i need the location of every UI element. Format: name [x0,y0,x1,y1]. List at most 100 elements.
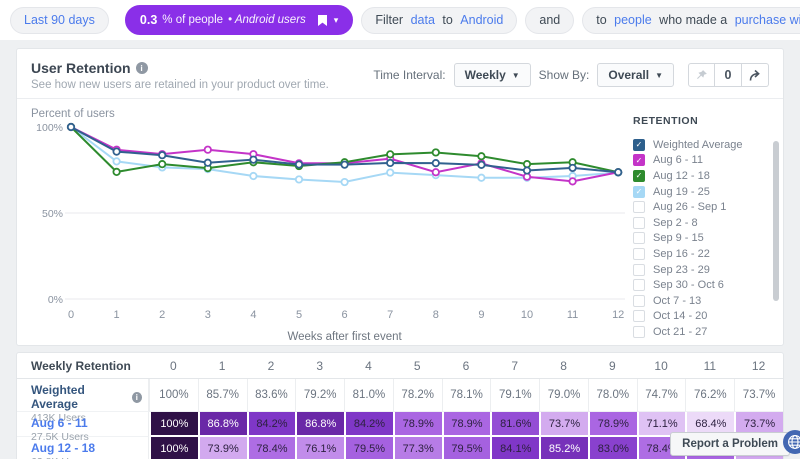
legend-item-label: Oct 14 - 20 [653,310,708,323]
retention-cell: 81.6% [490,412,540,437]
legend-item-3[interactable]: ✓ Aug 19 - 25 [633,184,783,200]
row-label[interactable]: Weighted Average i [31,383,142,411]
legend-item-label: Sep 9 - 15 [653,232,704,245]
legend-checkbox[interactable] [633,247,645,260]
chevron-down-icon: ▼ [655,70,663,80]
retention-cell: 73.7% [539,412,588,437]
chevron-down-icon: ▼ [511,70,520,80]
retention-cell: 83.0% [587,437,637,459]
filter-pill[interactable]: Filter data to Android [361,6,518,34]
retention-table-card: Weekly Retention 0 1 2 3 4 5 6 7 8 9 10 11 12 Weighted… [16,352,784,459]
x-tick-label: 12 [612,309,624,321]
retention-cell: 78.2% [392,379,442,412]
row-sublabel: 63.8K Users [31,456,142,459]
time-interval-select[interactable]: Weekly ▼ [453,63,531,87]
data-point [568,163,577,173]
legend-checkbox[interactable]: ✓ [633,138,645,151]
row-label[interactable]: Aug 12 - 18 [31,441,142,455]
pin-button[interactable] [688,63,715,87]
legend-checkbox[interactable] [633,310,645,323]
legend-checkbox[interactable] [633,232,645,245]
row-label[interactable]: Aug 6 - 11 [31,416,142,430]
data-point [294,175,304,184]
date-range-button[interactable]: Last 90 days [10,6,109,34]
data-point [477,173,486,182]
legend-item-6[interactable]: Sep 9 - 15 [633,231,783,247]
legend-checkbox[interactable] [633,294,645,307]
legend-item-12[interactable]: Oct 21 - 27 [633,324,783,340]
retention-cell: 85.7% [197,379,247,412]
x-tick-label: 1 [114,309,120,321]
table-row-label-cell: Aug 6 - 11 27.5K Users [17,412,149,443]
x-tick-label: 5 [296,309,302,321]
retention-panel: User Retention i See how new users are r… [16,48,784,346]
data-point [431,148,440,157]
row-info-icon[interactable]: i [131,391,142,403]
legend-checkbox[interactable] [633,279,645,292]
share-button[interactable] [742,63,769,87]
column-header: 3 [316,359,324,373]
data-point [568,177,577,186]
legend-item-5[interactable]: Sep 2 - 8 [633,215,783,231]
show-by-select[interactable]: Overall ▼ [597,63,674,87]
legend-item-label: Aug 12 - 18 [653,169,710,182]
legend-item-9[interactable]: Sep 30 - Oct 6 [633,277,783,293]
legend-item-4[interactable]: Aug 26 - Sep 1 [633,199,783,215]
data-point [112,167,121,176]
data-point [386,150,395,159]
title-info-icon[interactable]: i [135,62,148,74]
data-point [431,159,440,168]
row-sublabel: 413K Users [31,412,86,424]
legend-checkbox[interactable] [633,263,645,276]
retention-cell: 81.0% [344,379,393,412]
x-tick-label: 10 [521,309,533,321]
and-connector-pill[interactable]: and [525,6,575,34]
legend-item-label: Oct 21 - 27 [653,325,708,338]
data-point [203,158,212,167]
legend-checkbox[interactable]: ✓ [633,185,645,198]
row-label-text: Weighted Average [31,383,85,411]
show-by-value: Overall [608,68,650,82]
retention-cell: 78.4% [246,437,296,459]
legend-title: RETENTION [633,115,699,127]
data-point [158,160,167,169]
legend-item-10[interactable]: Oct 7 - 13 [633,293,783,309]
legend-checkbox[interactable] [633,216,645,229]
retention-cell: 79.0% [539,379,588,412]
legend-item-8[interactable]: Sep 23 - 29 [633,262,783,278]
column-header: 10 [654,359,668,373]
retention-cell: 74.7% [636,379,686,412]
annotations-count: 0 [724,68,732,82]
legend-item-2[interactable]: ✓ Aug 12 - 18 [633,168,783,184]
column-header: 12 [751,359,766,373]
legend-item-11[interactable]: Oct 14 - 20 [633,309,783,325]
bookmark-icon [317,14,327,26]
x-tick-label: 7 [387,309,393,321]
y-tick-label: 50% [42,208,63,220]
x-tick-label: 8 [433,309,439,321]
retention-cell: 100% [149,437,198,459]
legend-item-7[interactable]: Sep 16 - 22 [633,246,783,262]
legend-checkbox[interactable]: ✓ [633,154,645,167]
column-header: 2 [267,359,275,373]
legend-checkbox[interactable]: ✓ [633,169,645,182]
annotations-count-button[interactable]: 0 [715,63,742,87]
segment-pill[interactable]: 0.3 % of people • Android users ▾ [124,5,354,35]
report-problem-button[interactable]: Report a Problem [670,432,790,456]
legend-item-1[interactable]: ✓ Aug 6 - 11 [633,153,783,169]
header-divider [17,378,783,379]
data-point [249,171,258,181]
legend-checkbox[interactable] [633,201,645,214]
data-point [203,145,212,154]
cohort-pill[interactable]: to people who made a purchase with value… [582,6,800,34]
data-point [112,157,121,166]
legend-item-0[interactable]: ✓ Weighted Average [633,137,783,153]
legend-checkbox[interactable] [633,325,645,338]
legend-scrollbar[interactable] [773,141,779,301]
data-point [522,166,532,175]
retention-cell: 84.2% [344,412,393,437]
globe-button[interactable] [783,430,800,454]
data-point [477,152,486,161]
time-interval-value: Weekly [464,68,506,82]
